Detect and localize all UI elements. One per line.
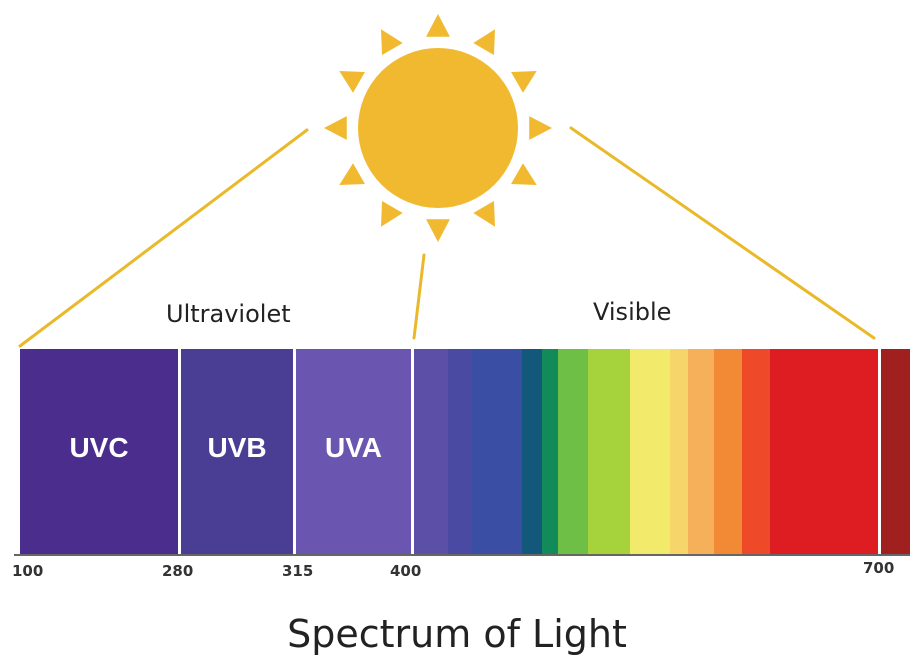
- tick-label-400: 400: [390, 562, 422, 580]
- sun-ray-6: [473, 201, 495, 227]
- divider-400: [411, 349, 414, 554]
- visible-band-teal: [522, 349, 542, 554]
- tick-label-315: 315: [282, 562, 314, 580]
- divider-315: [293, 349, 296, 554]
- uv-band-group: [20, 349, 411, 554]
- uvc-label: UVC: [69, 432, 129, 463]
- visible-label: Visible: [593, 298, 672, 326]
- visible-band-red: [770, 349, 878, 554]
- uva-band: [296, 349, 411, 554]
- page-title: Spectrum of Light: [287, 612, 627, 656]
- sun-icon: [324, 14, 552, 242]
- visible-band-green: [558, 349, 588, 554]
- uva-label: UVA: [324, 432, 383, 463]
- divider-700: [878, 349, 881, 554]
- sun-ray-12: [381, 29, 403, 55]
- tick-label-280: 280: [162, 562, 194, 580]
- beam-line-middle: [412, 253, 426, 340]
- beam-line-right: [569, 126, 876, 340]
- beam-line-left: [18, 128, 309, 348]
- visible-band-violet: [414, 349, 448, 554]
- visible-band-blue: [472, 349, 522, 554]
- uvb-label: UVB: [207, 432, 267, 463]
- visible-band-group: [414, 349, 910, 554]
- sun-ray-3: [511, 71, 537, 93]
- sun-ray-1: [426, 14, 450, 37]
- sun-ray-5: [511, 163, 537, 185]
- sun-ray-2: [473, 29, 495, 55]
- ultraviolet-label: Ultraviolet: [166, 300, 291, 328]
- tick-label-100: 100: [12, 562, 44, 580]
- visible-band-light-orange: [688, 349, 714, 554]
- beam-lines: [18, 126, 876, 348]
- sun-ray-7: [426, 219, 450, 242]
- visible-band-indigo: [448, 349, 472, 554]
- band-dividers: [178, 349, 881, 554]
- visible-band-red-orange: [742, 349, 770, 554]
- visible-band-dark-red: [881, 349, 910, 554]
- sun-ray-4: [529, 116, 552, 140]
- visible-band-orange: [714, 349, 742, 554]
- tick-label-700: 700: [863, 559, 895, 577]
- divider-280: [178, 349, 181, 554]
- uvc-band: [20, 349, 178, 554]
- sun-ray-10: [324, 116, 347, 140]
- uvb-band: [181, 349, 293, 554]
- visible-band-green-dark: [542, 349, 558, 554]
- visible-band-yellow: [630, 349, 670, 554]
- sun-ray-11: [339, 71, 365, 93]
- visible-band-lime: [588, 349, 630, 554]
- visible-band-yellow-orange: [670, 349, 688, 554]
- sun-ray-8: [381, 201, 403, 227]
- sun-ray-9: [339, 163, 365, 185]
